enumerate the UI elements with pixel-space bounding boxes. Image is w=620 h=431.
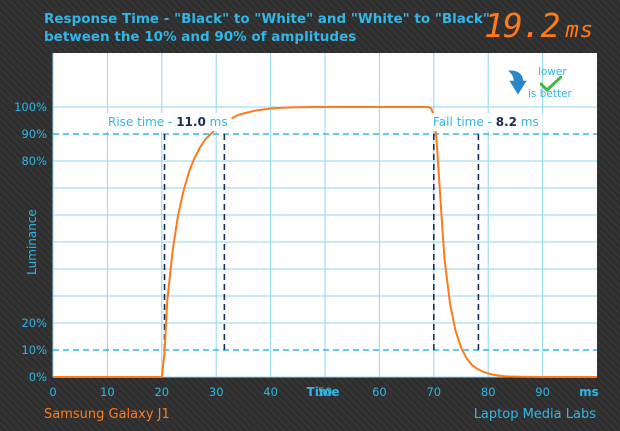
y-tick-label-10: 10% [21,343,47,357]
result-value: 19.2 [484,6,560,45]
x-axis-title: Time [307,385,340,399]
annotation-label: Fall time - [433,115,496,129]
annotation-1: Fall time - 8.2 ms [433,115,539,129]
brand-name: Laptop Media Labs [473,407,596,422]
y-tick-labels: 0% 10% 20% 80% 90% 100% [14,100,47,384]
x-tick-label-40: 40 [263,385,278,399]
checkmark-icon [540,76,562,92]
x-axis-unit: ms [579,385,599,399]
y-tick-label-80: 80% [21,154,47,168]
x-tick-label-60: 60 [372,385,387,399]
result-readout: 19.2 ms [484,6,594,45]
annotation-label: Rise time - [108,115,176,129]
series-line-0 [53,106,597,378]
x-tick-label-20: 20 [154,385,169,399]
x-tick-label-80: 80 [481,385,496,399]
badge-is-better: is better [528,88,572,100]
chart-title: Response Time - "Black" to "White" and "… [44,11,490,27]
annotation-bg-1 [429,113,543,131]
x-tick-labels: 0 10 20 30 40 50 60 70 80 90 [49,385,550,399]
x-tick-label-70: 70 [426,385,441,399]
x-tick-label-0: 0 [49,385,56,399]
annotations: Rise time - 11.0 ms Fall time - 8.2 ms [104,113,543,131]
annotation-unit: ms [206,115,228,129]
y-tick-label-100: 100% [14,100,47,114]
series-group [53,106,597,378]
lower-is-better-badge: lower is better [500,64,572,108]
chart-subtitle: between the 10% and 90% of amplitudes [44,29,357,45]
down-arrow-icon [503,68,530,98]
result-unit: ms [565,18,594,43]
badge-lower: lower [538,66,567,78]
x-tick-label-10: 10 [100,385,115,399]
x-tick-label-50: 50 [318,385,333,399]
threshold-lines [53,133,597,351]
y-axis-title: Luminance [25,209,39,275]
x-tick-label-90: 90 [535,385,550,399]
annotation-bg-0 [104,113,232,131]
device-name: Samsung Galaxy J1 [44,407,170,422]
y-tick-label-0: 0% [29,370,47,384]
annotation-value: 8.2 [496,115,517,129]
y-tick-label-20: 20% [21,316,47,330]
time-markers [163,134,480,350]
annotation-value: 11.0 [176,115,206,129]
annotation-0: Rise time - 11.0 ms [108,115,228,129]
y-tick-label-90: 90% [21,127,47,141]
annotation-unit: ms [517,115,539,129]
x-tick-label-30: 30 [209,385,224,399]
